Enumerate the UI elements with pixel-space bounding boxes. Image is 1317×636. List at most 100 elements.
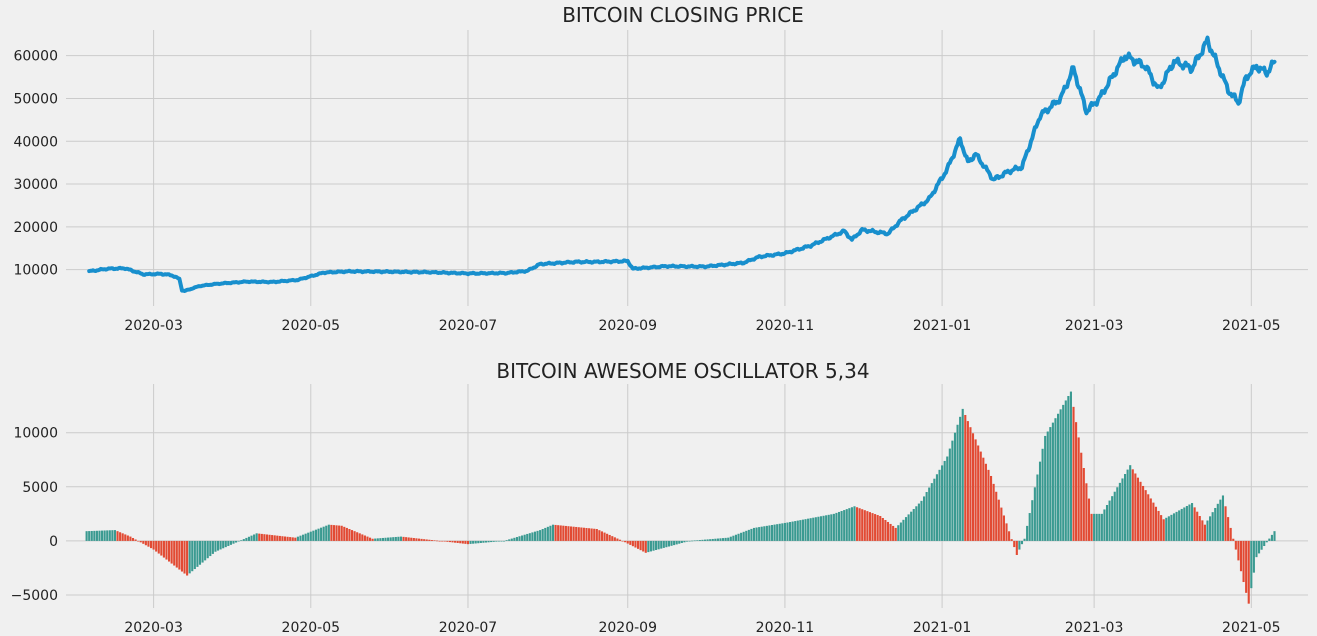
oscillator-bar <box>902 519 905 541</box>
oscillator-bar <box>600 531 604 541</box>
oscillator-bar <box>472 540 475 544</box>
oscillator-bar <box>286 536 289 541</box>
oscillator-bar <box>152 540 155 550</box>
oscillator-bar <box>843 510 846 541</box>
oscillator-bar <box>216 540 220 551</box>
oscillator-bar <box>325 525 328 541</box>
oscillator-bar <box>673 540 676 546</box>
oscillator-bar <box>606 533 609 541</box>
oscillator-bar <box>948 448 951 541</box>
oscillator-bar <box>1255 540 1258 558</box>
oscillator-bar <box>1075 422 1078 541</box>
oscillator-bar <box>253 534 256 541</box>
oscillator-x-tick-label: 2020-09 <box>598 620 657 636</box>
price-y-tick-label: 20000 <box>13 220 58 236</box>
oscillator-bar <box>693 540 696 542</box>
oscillator-bar <box>848 508 851 541</box>
price-x-tick-label: 2020-03 <box>124 318 183 334</box>
oscillator-bar <box>1157 510 1160 541</box>
oscillator-bar <box>644 540 647 553</box>
oscillator-bar <box>487 540 490 543</box>
oscillator-bar <box>876 515 879 541</box>
oscillator-bar <box>840 511 843 541</box>
oscillator-bar <box>685 540 689 542</box>
oscillator-bar <box>193 540 196 570</box>
oscillator-bar <box>1149 498 1152 541</box>
oscillator-bar <box>180 540 184 572</box>
oscillator-bar <box>178 540 181 570</box>
price-y-tick-label: 10000 <box>13 263 58 279</box>
oscillator-bar <box>894 527 897 541</box>
oscillator-bar <box>513 537 516 541</box>
oscillator-bar <box>832 513 835 541</box>
oscillator-bar <box>1227 517 1230 541</box>
oscillator-bar <box>642 540 645 552</box>
oscillator-bar <box>683 540 686 543</box>
oscillator-y-tick-label: −5000 <box>11 588 58 604</box>
oscillator-bar <box>874 514 877 541</box>
oscillator-bar <box>1144 490 1147 541</box>
oscillator-bar <box>147 540 150 547</box>
oscillator-bar <box>1147 494 1150 541</box>
oscillator-bar <box>804 519 807 541</box>
oscillator-bar <box>768 525 771 541</box>
oscillator-bar <box>245 537 248 541</box>
oscillator-bar <box>1139 481 1142 541</box>
oscillator-bar <box>951 440 954 541</box>
oscillator-bar <box>1185 505 1188 541</box>
oscillator-bar <box>160 540 163 556</box>
price-x-tick-label: 2021-05 <box>1222 318 1281 334</box>
oscillator-bar <box>425 539 428 541</box>
oscillator-bar <box>809 518 812 541</box>
oscillator-chart-title: BITCOIN AWESOME OSCILLATOR 5,34 <box>496 359 869 383</box>
oscillator-bar <box>278 535 281 541</box>
oscillator-bar <box>1250 540 1253 589</box>
oscillator-bar <box>1105 505 1109 541</box>
oscillator-bar <box>755 527 758 541</box>
oscillator-bar <box>350 530 354 541</box>
oscillator-bar <box>899 522 902 541</box>
oscillator-bar <box>1129 465 1132 541</box>
oscillator-bar <box>296 536 299 541</box>
oscillator-bar <box>240 540 243 541</box>
oscillator-bar <box>1067 396 1070 541</box>
oscillator-bar <box>904 517 908 541</box>
oscillator-bar <box>1245 540 1248 593</box>
oscillator-bar <box>1082 468 1085 541</box>
oscillator-bar <box>1080 452 1083 541</box>
oscillator-bar <box>868 512 871 541</box>
oscillator-bar <box>224 540 227 548</box>
oscillator-bar <box>1023 538 1026 541</box>
oscillator-bar <box>992 483 995 541</box>
oscillator-bar <box>1257 540 1261 554</box>
price-series <box>87 35 1277 293</box>
oscillator-bar <box>974 439 977 541</box>
oscillator-bars <box>85 391 1276 604</box>
oscillator-bar <box>443 540 446 542</box>
price-x-tick-label: 2020-11 <box>756 318 815 334</box>
oscillator-bar <box>1170 514 1173 541</box>
oscillator-x-tick-labels: 2020-03 2020-05 2020-07 2020-09 2020-11 2021-… <box>124 620 1280 636</box>
oscillator-bar <box>1175 511 1178 541</box>
oscillator-bar <box>1270 534 1273 541</box>
oscillator-bar <box>410 537 413 541</box>
oscillator-bar <box>515 537 518 541</box>
oscillator-bar <box>716 538 719 541</box>
oscillator-bar <box>742 531 745 541</box>
oscillator-bar <box>531 532 534 541</box>
oscillator-bar <box>662 540 665 548</box>
oscillator-bar <box>191 540 194 572</box>
oscillator-bar <box>88 531 91 541</box>
oscillator-bar <box>1049 427 1052 541</box>
oscillator-bar <box>580 527 583 541</box>
oscillator-bar <box>564 525 567 541</box>
oscillator-bar <box>984 463 987 541</box>
oscillator-bar <box>1031 500 1034 541</box>
oscillator-bar <box>265 534 269 541</box>
oscillator-bar <box>747 529 750 541</box>
oscillator-bar <box>1206 520 1209 541</box>
oscillator-bar <box>268 534 271 541</box>
oscillator-bar <box>399 536 403 541</box>
oscillator-bar <box>794 521 797 541</box>
oscillator-bar <box>165 540 168 560</box>
